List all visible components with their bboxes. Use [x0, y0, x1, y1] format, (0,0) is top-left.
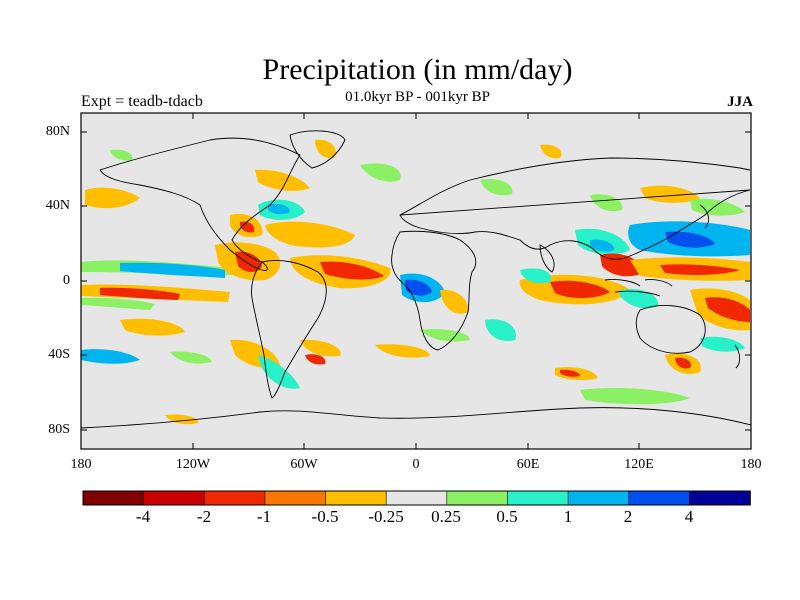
colorbar-swatch	[325, 490, 387, 506]
chart-title: Precipitation (in mm/day)	[262, 53, 573, 86]
anomaly-patch	[660, 264, 740, 275]
lat-label-0: 0	[63, 273, 70, 288]
anomaly-patch	[170, 351, 212, 364]
anomaly-patch	[375, 344, 430, 358]
anomaly-patch	[550, 280, 610, 299]
anomaly-patch	[485, 319, 516, 342]
anomaly-patch	[590, 194, 623, 212]
anomaly-patch	[620, 288, 659, 309]
colorbar-swatch	[385, 490, 448, 506]
colorbar-swatch	[507, 490, 569, 506]
colorbar-swatch	[446, 490, 509, 506]
anomaly-patch	[440, 289, 469, 314]
lon-label-0: 0	[412, 457, 420, 472]
lat-label-80n: 80N	[45, 124, 70, 139]
colorbar	[82, 490, 751, 506]
anomaly-patch	[305, 354, 326, 365]
anomaly-patch	[165, 414, 199, 425]
colorbar-label: 1	[563, 507, 573, 526]
lat-label-80s: 80S	[48, 422, 70, 437]
anomaly-patch	[665, 231, 715, 248]
anomaly-patch	[120, 262, 225, 278]
anomaly-patch	[580, 387, 690, 405]
colorbar-label: -2	[196, 507, 212, 526]
anomaly-patch	[320, 261, 384, 280]
lon-label-120e: 120E	[624, 457, 654, 472]
coast-greenland	[289, 130, 346, 169]
lat-label-40n: 40N	[45, 198, 70, 213]
coast-south-america	[251, 260, 327, 399]
anomaly-patch	[590, 239, 615, 252]
anomaly-patch	[81, 297, 155, 310]
colorbar-frame	[82, 490, 751, 506]
coast-europe-asia	[399, 157, 751, 260]
lon-label-180e: 180	[740, 457, 762, 472]
anomaly-patch	[705, 297, 750, 322]
coast-africa	[391, 230, 477, 351]
precip-anomaly-field	[81, 139, 750, 425]
lat-label-40s: 40S	[48, 347, 70, 362]
anomaly-patch	[300, 339, 341, 357]
colorbar-swatch	[689, 490, 751, 506]
anomaly-patch	[110, 149, 133, 161]
coast-india	[539, 244, 555, 273]
anomaly-patch	[700, 336, 745, 352]
anomaly-patch	[640, 185, 700, 203]
colorbar-label: -1	[256, 507, 272, 526]
colorbar-swatch	[628, 490, 691, 506]
anomaly-patch	[100, 287, 180, 300]
experiment-label: Expt = teadb-tdacb	[81, 93, 203, 110]
coast-australia	[635, 305, 706, 354]
coast-north-america	[99, 137, 301, 271]
lon-label-60w: 60W	[290, 457, 318, 472]
season-label: JJA	[727, 94, 753, 110]
colorbar-swatch	[203, 490, 266, 506]
lon-label-120w: 120W	[175, 457, 211, 472]
colorbar-swatch	[143, 490, 206, 506]
anomaly-patch	[240, 221, 255, 233]
colorbar-label: -0.5	[311, 507, 339, 526]
anomaly-patch	[560, 369, 580, 377]
colorbar-label: -0.25	[368, 507, 404, 526]
anomaly-patch	[85, 187, 140, 209]
lon-label-60e: 60E	[516, 457, 540, 472]
colorbar-label: -4	[135, 507, 151, 526]
anomaly-patch	[255, 169, 310, 191]
anomaly-patch	[81, 349, 140, 364]
coast-new-zealand	[734, 344, 741, 369]
anomaly-patch	[120, 318, 185, 336]
colorbar-label: 4	[684, 507, 694, 526]
colorbar-label: 2	[623, 507, 633, 526]
anomaly-patch	[258, 355, 300, 389]
anomaly-patch	[540, 144, 562, 159]
anomaly-patch	[360, 163, 401, 182]
anomaly-patch	[315, 139, 336, 159]
colorbar-swatch	[567, 490, 630, 506]
anomaly-patch	[520, 268, 551, 284]
coast-japan	[699, 204, 710, 229]
anomaly-patch	[405, 279, 432, 296]
colorbar-label: 0.5	[496, 507, 518, 526]
colorbar-swatch	[82, 490, 145, 506]
anomaly-patch	[480, 178, 513, 196]
coast-antarctica	[81, 407, 751, 429]
anomaly-patch	[268, 203, 290, 215]
anomaly-patch	[265, 221, 355, 248]
lat-ticks	[81, 131, 751, 431]
coastlines	[81, 130, 751, 429]
anomaly-patch	[690, 198, 745, 216]
chart-subtitle: 01.0kyr BP - 001kyr BP	[345, 89, 490, 105]
lon-ticks	[192, 113, 640, 449]
anomaly-patch	[675, 357, 691, 369]
coast-indonesia	[604, 279, 673, 297]
colorbar-label: 0.25	[431, 507, 461, 526]
colorbar-swatch	[264, 490, 327, 506]
lon-label-180w: 180	[70, 457, 92, 472]
